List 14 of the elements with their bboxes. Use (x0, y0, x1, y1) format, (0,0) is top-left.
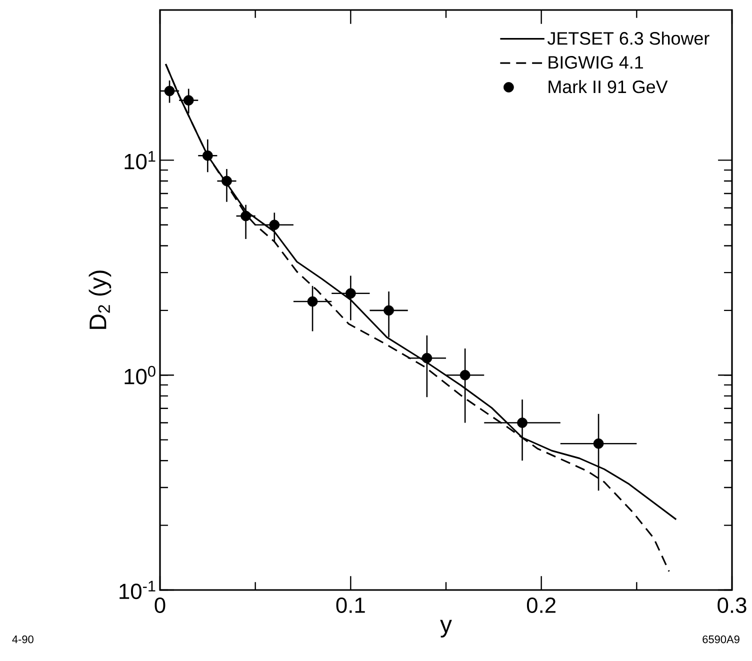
x-tick-label: 0 (154, 598, 166, 614)
x-axis-title: y (440, 620, 452, 638)
y-axis-title: D$_{2}$ (y) (88, 270, 112, 329)
text: 4-90 (12, 635, 34, 644)
text: 6590A9 (702, 635, 740, 644)
x-tick-label: 0.3 (718, 598, 746, 614)
y-tick-label: 10$^{-1}$ (120, 580, 156, 600)
legend-label: JETSET 6.3 Shower (547, 32, 710, 45)
y-tick-label: 10$^{1}$ (124, 151, 156, 170)
legend-label: Mark II 91 GeV (548, 80, 668, 94)
x-tick-label: 0.2 (526, 598, 556, 614)
x-tick-label: 0.1 (336, 598, 365, 614)
legend-label: BIGWIG 4.1 (548, 56, 643, 69)
y-tick-label: 10$^{0}$ (124, 366, 156, 384)
